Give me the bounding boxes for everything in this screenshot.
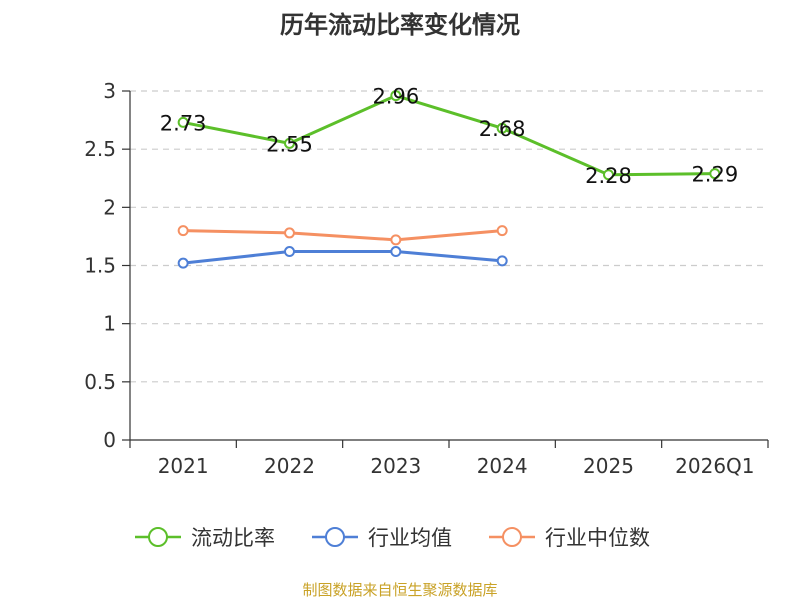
data-label: 2.29 [691, 163, 738, 187]
data-point[interactable] [177, 225, 189, 237]
y-tick-label: 2 [103, 195, 116, 219]
data-point[interactable] [709, 168, 721, 180]
y-tick-label: 0 [103, 428, 116, 452]
legend-item-0[interactable]: 流动比率 [135, 526, 275, 550]
y-tick-label: 3 [103, 79, 116, 103]
legend-label: 行业均值 [368, 526, 452, 550]
x-tick-label: 2023 [370, 454, 421, 478]
data-label: 2.28 [585, 164, 632, 188]
legend-marker [325, 527, 345, 547]
x-tick-label: 2024 [477, 454, 528, 478]
x-tick-label: 2021 [158, 454, 209, 478]
legend-marker [502, 527, 522, 547]
y-tick-label: 0.5 [84, 370, 116, 394]
data-point[interactable] [603, 169, 614, 181]
data-point[interactable] [390, 90, 402, 102]
series-line-2 [183, 229, 503, 242]
data-point[interactable] [177, 257, 189, 269]
data-point[interactable] [284, 227, 295, 239]
y-tick-label: 1.5 [84, 254, 116, 278]
x-tick-label: 2025 [583, 454, 634, 478]
data-point[interactable] [496, 255, 508, 267]
data-label: 2.55 [266, 132, 313, 156]
data-label: 2.96 [372, 85, 419, 109]
data-point[interactable] [390, 234, 402, 246]
x-tick-label: 2022 [264, 454, 315, 478]
data-point[interactable] [496, 225, 508, 237]
grid-lines [130, 90, 768, 383]
series-layer [177, 90, 721, 269]
legend-item-1[interactable]: 行业均值 [312, 526, 452, 550]
series-line-1 [183, 250, 503, 265]
legend-label: 行业中位数 [545, 526, 650, 550]
legend-label: 流动比率 [191, 526, 275, 550]
data-point[interactable] [284, 246, 295, 258]
data-point[interactable] [496, 122, 508, 134]
y-tick-label: 2.5 [84, 137, 116, 161]
data-point[interactable] [284, 137, 295, 149]
data-label: 2.68 [479, 117, 526, 141]
legend-item-2[interactable]: 行业中位数 [489, 526, 650, 550]
series-line-0 [182, 94, 715, 177]
chart-title: 历年流动比率变化情况 [280, 11, 520, 39]
axes: 0 0.5 1 1.5 2 2.5 3 2021 2022 2023 2024 2025 2026Q1 [84, 79, 769, 478]
legend-marker [148, 527, 168, 547]
data-point[interactable] [390, 246, 402, 258]
source-note: 制图数据来自恒生聚源数据库 [302, 581, 497, 599]
data-point[interactable] [177, 116, 189, 128]
data-label: 2.73 [160, 111, 207, 135]
legend[interactable]: 流动比率 行业均值 行业中位数 [135, 526, 650, 550]
y-tick-label: 1 [103, 312, 116, 336]
data-labels: 2.73 2.55 2.96 2.68 2.28 2.29 [160, 85, 738, 188]
x-tick-label: 2026Q1 [675, 454, 754, 478]
